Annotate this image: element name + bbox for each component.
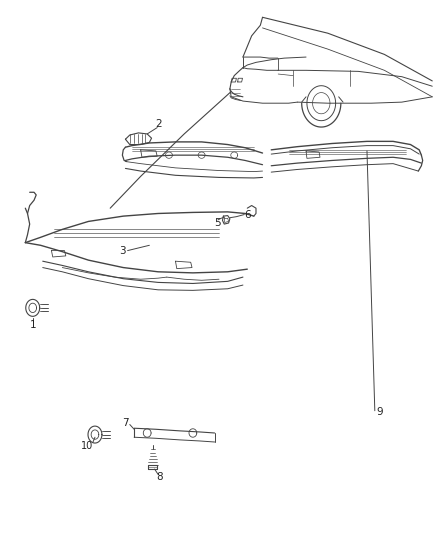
Text: 2: 2: [155, 119, 161, 130]
Text: 7: 7: [122, 418, 128, 428]
Text: 9: 9: [377, 407, 383, 417]
Text: 8: 8: [156, 472, 162, 482]
Text: 10: 10: [81, 441, 93, 451]
Text: 6: 6: [244, 209, 251, 220]
Text: 1: 1: [29, 320, 36, 330]
Text: 3: 3: [119, 246, 126, 256]
Text: 5: 5: [214, 218, 221, 228]
